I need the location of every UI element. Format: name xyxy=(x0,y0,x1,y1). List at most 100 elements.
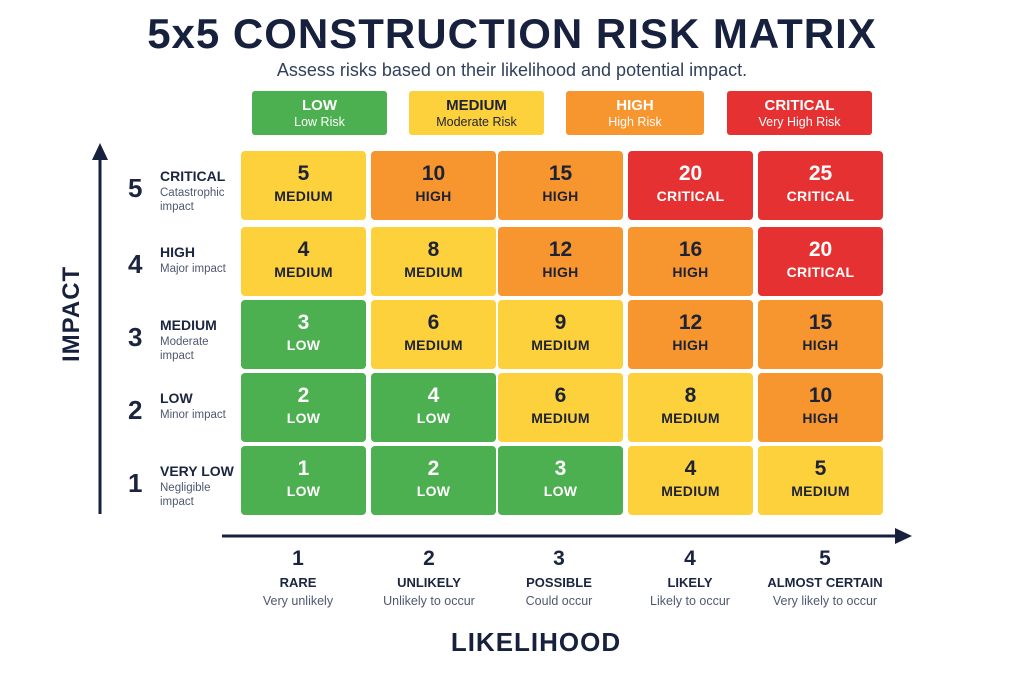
impact-level-description: Moderate impact xyxy=(160,336,209,362)
impact-level-5: 5 CRITICAL Catastrophic impact xyxy=(128,151,240,221)
likelihood-level-description: Likely to occur xyxy=(650,594,730,608)
cell-risk-level: HIGH xyxy=(802,410,839,426)
cell-risk-level: MEDIUM xyxy=(661,483,720,499)
impact-level-number: 2 xyxy=(128,395,143,425)
cell-score: 4 xyxy=(427,384,440,407)
matrix-cell-impact-2-likelihood-1: 2 LOW xyxy=(241,373,366,442)
likelihood-axis-title: LIKELIHOOD xyxy=(450,627,622,657)
impact-level-1: 1 VERY LOW Negligible impact xyxy=(128,446,240,516)
matrix-cell-impact-1-likelihood-2: 2 LOW xyxy=(371,446,496,515)
likelihood-level-name: LIKELY xyxy=(667,575,713,590)
cell-risk-level: MEDIUM xyxy=(404,264,463,280)
legend-label: MEDIUM xyxy=(446,97,507,114)
impact-level-number: 3 xyxy=(128,322,143,352)
legend-item-low: LOW Low Risk xyxy=(252,91,387,135)
cell-score: 12 xyxy=(548,238,573,261)
cell-score: 10 xyxy=(808,384,833,407)
matrix-cell-impact-3-likelihood-3: 9 MEDIUM xyxy=(498,300,623,369)
legend-item-high: HIGH High Risk xyxy=(566,91,704,135)
cell-risk-level: LOW xyxy=(286,483,321,499)
impact-level-name: HIGH xyxy=(160,244,195,260)
cell-risk-level: MEDIUM xyxy=(404,337,463,353)
impact-level-description: Major impact xyxy=(160,263,226,275)
cell-score: 4 xyxy=(297,238,310,261)
cell-risk-level: LOW xyxy=(286,410,321,426)
likelihood-level-description: Unlikely to occur xyxy=(383,594,475,608)
likelihood-level-description: Could occur xyxy=(525,594,593,608)
likelihood-level-number: 2 xyxy=(423,547,435,570)
impact-level-number: 5 xyxy=(128,173,143,203)
likelihood-level-name: UNLIKELY xyxy=(397,575,461,590)
legend-label: CRITICAL xyxy=(764,97,835,114)
impact-level-name: VERY LOW xyxy=(160,463,234,479)
matrix-cell-impact-1-likelihood-4: 4 MEDIUM xyxy=(628,446,753,515)
matrix-cell-impact-5-likelihood-4: 20 CRITICAL xyxy=(628,151,753,220)
page-subtitle: Assess risks based on their likelihood a… xyxy=(276,60,748,80)
matrix-cell-impact-1-likelihood-5: 5 MEDIUM xyxy=(758,446,883,515)
cell-score: 1 xyxy=(297,457,310,480)
likelihood-level-1: 1 RARE Very unlikely xyxy=(223,547,373,608)
cell-risk-level: LOW xyxy=(543,483,578,499)
page-title: 5x5 CONSTRUCTION RISK MATRIX xyxy=(147,10,877,57)
matrix-cell-impact-2-likelihood-3: 6 MEDIUM xyxy=(498,373,623,442)
matrix-cell-impact-4-likelihood-4: 16 HIGH xyxy=(628,227,753,296)
matrix-cell-impact-5-likelihood-1: 5 MEDIUM xyxy=(241,151,366,220)
likelihood-level-5: 5 ALMOST CERTAIN Very likely to occur xyxy=(750,547,900,608)
impact-level-name: LOW xyxy=(160,390,193,406)
matrix-cell-impact-5-likelihood-2: 10 HIGH xyxy=(371,151,496,220)
cell-score: 6 xyxy=(554,384,567,407)
likelihood-level-name: POSSIBLE xyxy=(526,575,592,590)
impact-level-name: MEDIUM xyxy=(160,317,217,333)
matrix-cell-impact-4-likelihood-2: 8 MEDIUM xyxy=(371,227,496,296)
impact-level-3: 3 MEDIUM Moderate impact xyxy=(128,300,240,370)
likelihood-level-4: 4 LIKELY Likely to occur xyxy=(615,547,765,608)
likelihood-level-number: 4 xyxy=(684,547,696,570)
impact-level-description: Catastrophic impact xyxy=(160,187,225,213)
matrix-cell-impact-3-likelihood-5: 15 HIGH xyxy=(758,300,883,369)
likelihood-level-number: 5 xyxy=(819,547,831,570)
cell-risk-level: MEDIUM xyxy=(531,410,590,426)
legend-description: Moderate Risk xyxy=(436,115,517,129)
matrix-cell-impact-5-likelihood-5: 25 CRITICAL xyxy=(758,151,883,220)
likelihood-level-description: Very likely to occur xyxy=(772,594,878,608)
cell-score: 4 xyxy=(684,457,697,480)
cell-risk-level: LOW xyxy=(286,337,321,353)
cell-risk-level: MEDIUM xyxy=(274,264,333,280)
cell-risk-level: HIGH xyxy=(802,337,839,353)
cell-score: 9 xyxy=(554,311,567,334)
legend-item-critical: CRITICAL Very High Risk xyxy=(727,91,872,135)
cell-risk-level: HIGH xyxy=(542,264,579,280)
matrix-cell-impact-3-likelihood-4: 12 HIGH xyxy=(628,300,753,369)
impact-axis-title: IMPACT xyxy=(58,265,85,362)
impact-level-2: 2 LOW Minor impact xyxy=(128,373,240,443)
matrix-cell-impact-2-likelihood-2: 4 LOW xyxy=(371,373,496,442)
impact-level-number: 1 xyxy=(128,468,143,498)
likelihood-level-description: Very unlikely xyxy=(262,594,334,608)
impact-level-name: CRITICAL xyxy=(160,168,226,184)
impact-level-number: 4 xyxy=(128,249,143,279)
cell-score: 12 xyxy=(678,311,703,334)
matrix-cell-impact-3-likelihood-1: 3 LOW xyxy=(241,300,366,369)
cell-risk-level: CRITICAL xyxy=(786,264,855,280)
matrix-cell-impact-2-likelihood-5: 10 HIGH xyxy=(758,373,883,442)
cell-score: 25 xyxy=(808,162,833,185)
matrix-cell-impact-1-likelihood-1: 1 LOW xyxy=(241,446,366,515)
cell-risk-level: HIGH xyxy=(672,337,709,353)
legend-description: High Risk xyxy=(608,115,662,129)
legend-label: LOW xyxy=(302,97,337,114)
matrix-cell-impact-3-likelihood-2: 6 MEDIUM xyxy=(371,300,496,369)
cell-risk-level: HIGH xyxy=(542,188,579,204)
impact-level-description: Minor impact xyxy=(160,409,226,421)
cell-score: 16 xyxy=(678,238,703,261)
cell-score: 3 xyxy=(554,457,567,480)
matrix-cell-impact-4-likelihood-3: 12 HIGH xyxy=(498,227,623,296)
impact-level-4: 4 HIGH Major impact xyxy=(128,227,240,297)
cell-score: 8 xyxy=(684,384,697,407)
impact-level-description: Negligible impact xyxy=(160,482,211,508)
cell-score: 10 xyxy=(421,162,446,185)
matrix-cell-impact-4-likelihood-5: 20 CRITICAL xyxy=(758,227,883,296)
legend-description: Very High Risk xyxy=(758,115,841,129)
likelihood-level-number: 3 xyxy=(553,547,565,570)
cell-score: 6 xyxy=(427,311,440,334)
cell-risk-level: CRITICAL xyxy=(656,188,725,204)
